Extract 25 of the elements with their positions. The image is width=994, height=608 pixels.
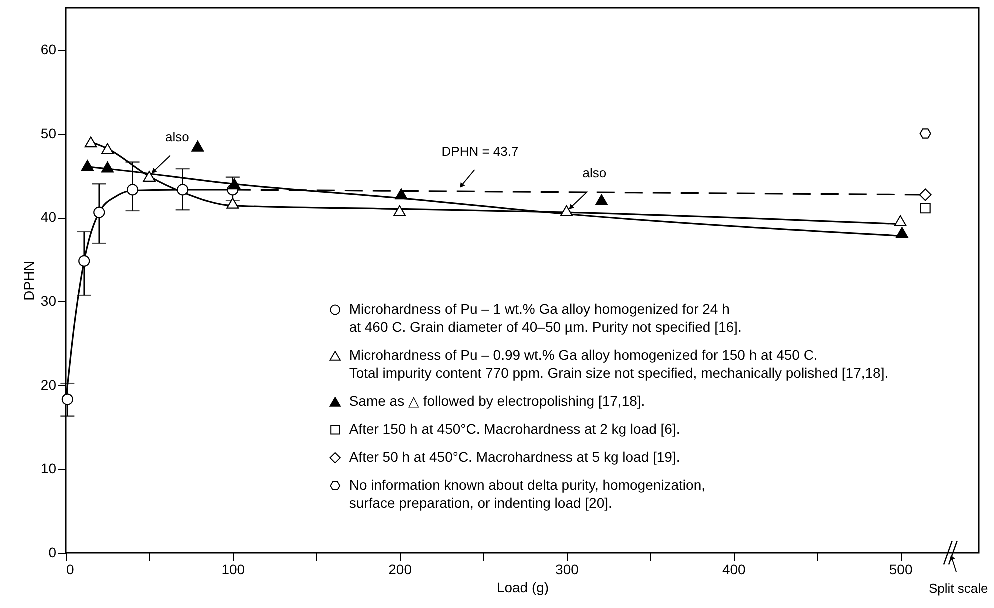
legend-label: After 50 h at 450°C. Macrohardness at 5 kg load [19]. <box>349 449 680 465</box>
legend-label: Microhardness of Pu – 0.99 wt.% Ga alloy homogenized for 150 h at 450 C. Total impurity content 770 ppm. Grain size not specified, mechanically polished [17,18]. <box>349 347 889 381</box>
annotation: Split scale <box>929 581 988 596</box>
y-tick-label: 20 <box>40 376 57 393</box>
x-tick-label: 500 <box>889 562 913 578</box>
y-tick-label: 0 <box>48 544 57 560</box>
y-tick-label: 30 <box>40 292 57 309</box>
legend-label: Same as △ followed by electropolishing [17,18]. <box>349 393 646 409</box>
legend-label: Microhardness of Pu – 1 wt.% Ga alloy homogenized for 24 h at 460 C. Grain diameter of 40–50 µm. Purity not specified [16]. <box>349 301 742 335</box>
annotation: also <box>582 166 607 181</box>
annotation: DPHN = 43.7 <box>442 144 519 159</box>
y-tick-label: 10 <box>40 460 57 477</box>
y-tick-label: 40 <box>40 209 57 226</box>
x-tick-label: 200 <box>388 562 412 578</box>
x-tick-label: 100 <box>222 562 246 578</box>
x-tick-label: 400 <box>722 562 746 578</box>
annotation: also <box>166 130 190 145</box>
x-tick-label: 300 <box>556 562 580 578</box>
y-tick-label: 60 <box>40 41 57 58</box>
x-tick-label: 0 <box>66 562 74 578</box>
x-axis-title: Load (g) <box>496 580 550 596</box>
y-tick-label: 50 <box>40 125 57 142</box>
legend-label: No information known about delta purity, homogenization, surface preparation, or indenting load [20]. <box>349 477 706 511</box>
y-axis-title: DPHN <box>20 261 37 301</box>
legend-label: After 150 h at 450°C. Macrohardness at 2 kg load [6]. <box>349 421 680 437</box>
